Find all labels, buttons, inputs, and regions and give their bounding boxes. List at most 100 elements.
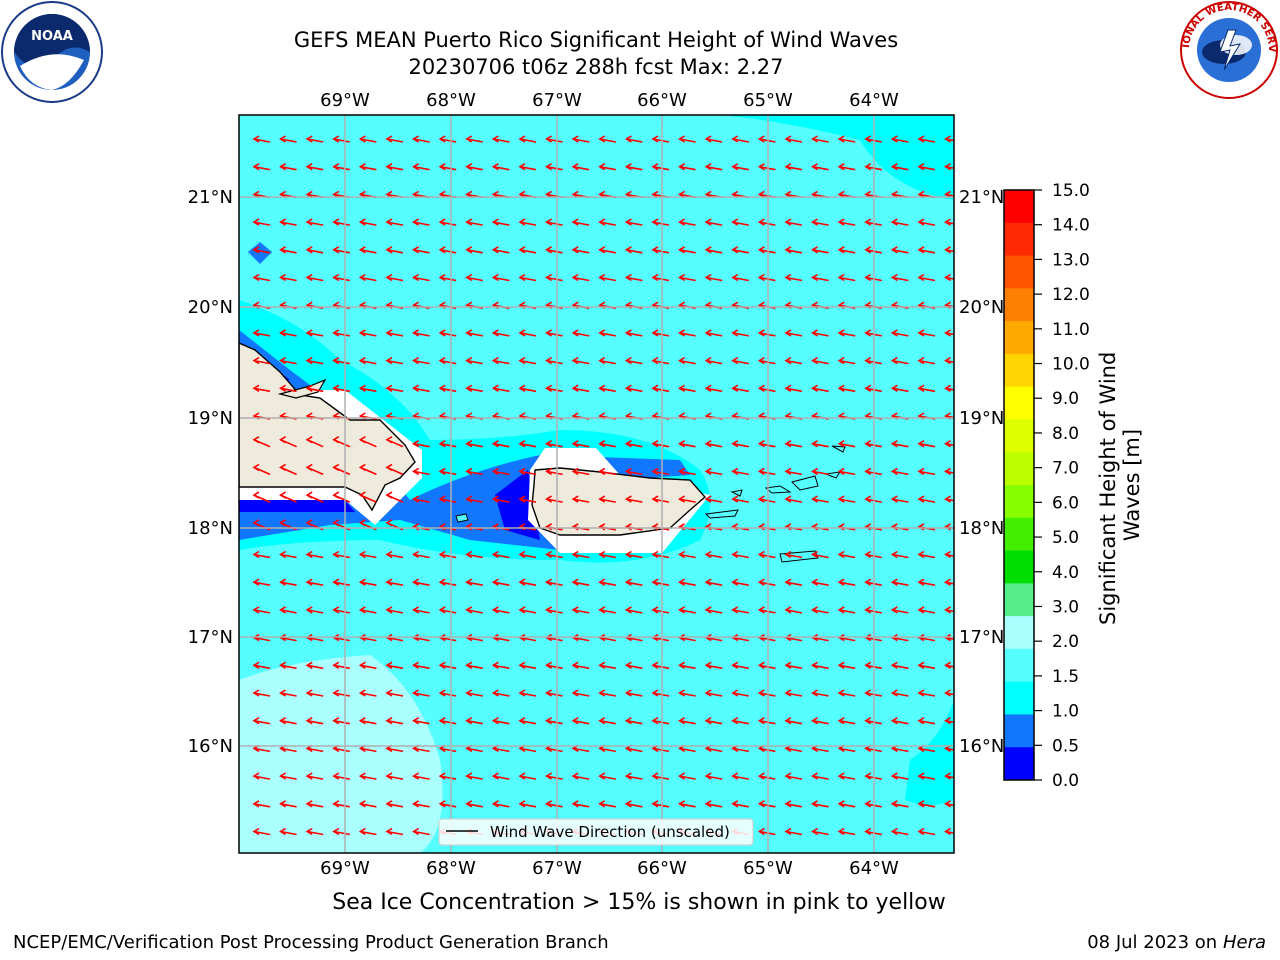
wave-arrow [598,163,616,171]
wave-arrow [704,661,723,670]
wave-arrow [571,356,590,365]
wave-arrow [465,246,483,254]
wave-arrow [731,329,749,337]
wave-arrow [784,384,803,393]
wave-arrow [465,329,483,337]
wave-arrow [651,246,670,254]
wave-arrow [332,436,351,448]
wave-arrow [704,550,723,559]
wave-arrow [704,163,723,171]
lat-label-left: 19°N [188,408,233,429]
wave-arrow [917,246,936,254]
colorbar-tick-label: 0.0 [1052,771,1079,791]
wave-arrow [332,163,350,171]
wave-arrow [571,661,590,670]
lon-label-top: 64°W [849,90,899,111]
calm-zone-se [905,700,954,805]
wave-arrow [491,689,510,697]
wave-arrow [545,661,563,670]
lon-label-top: 69°W [320,90,370,111]
wave-arrow [518,218,537,226]
wave-arrow [438,246,457,254]
wave-arrow [279,827,297,836]
wave-arrow [385,717,404,725]
lon-label-top: 68°W [426,90,476,111]
wave-arrow [598,329,616,337]
wave-arrow [385,436,404,448]
wave-arrow [491,246,510,254]
wave-arrow [412,550,430,559]
lat-labels-left: 21°N 20°N 19°N 18°N 17°N 16°N [188,187,233,757]
lon-label-bottom: 67°W [532,858,582,879]
wave-arrow [438,661,457,670]
wave-arrow [465,218,483,226]
wave-arrow [332,772,350,780]
colorbar-segment [1004,583,1034,617]
wave-arrow [890,163,909,171]
wave-arrow [305,463,324,476]
lon-label-top: 66°W [637,90,687,111]
wave-arrow [917,689,936,697]
wave-arrow [624,717,643,725]
wave-arrow [279,135,297,143]
wave-arrow [412,495,430,503]
wave-arrow [438,163,457,171]
wave-arrow [784,800,803,808]
wave-arrow [678,440,696,448]
wave-arrow [917,218,936,226]
wave-arrow [704,384,723,393]
wave-arrow [624,578,643,586]
lat-label-left: 17°N [188,627,233,648]
wave-arrow [571,800,590,808]
wave-arrow [438,218,457,226]
wave-arrow [890,772,909,780]
wave-arrow [784,246,803,254]
wave-arrow [412,717,430,725]
host-name: Hera [1222,932,1266,953]
wave-arrow [598,800,616,808]
wave-arrow [385,329,404,337]
wave-arrow [651,661,670,670]
wave-arrow [811,606,829,614]
wave-arrow [252,689,271,697]
wave-arrow [252,384,271,393]
wave-arrow [784,135,803,143]
wave-arrow [598,689,616,697]
colorbar-segment [1004,321,1034,355]
wave-arrow [305,356,324,365]
date-text: 08 Jul 2023 on [1087,932,1223,953]
wave-arrow [917,356,936,365]
wave-arrow [305,772,324,780]
wave-arrow [731,772,749,780]
wave-arrow [465,606,483,614]
wave-arrow [784,772,803,780]
noaa-logo-icon: NOAA [1,1,103,103]
wave-arrow [332,606,350,614]
colorbar-segment [1004,616,1034,650]
wave-arrow [491,772,510,780]
wave-arrow [412,800,430,808]
wave-arrow [624,467,643,476]
wave-arrow [438,273,457,282]
wave-arrow [358,163,377,171]
wave-arrow [465,163,483,171]
wave-arrow [731,273,749,282]
wave-arrow [518,246,537,254]
lon-label-bottom: 64°W [849,858,899,879]
wave-arrow [491,578,510,586]
wave-arrow [890,827,909,836]
wave-arrow [332,578,350,586]
wave-arrow [545,606,563,614]
wave-arrow [731,163,749,171]
wave-arrow [305,135,324,143]
wave-arrow [731,495,749,503]
wave-arrow [305,717,324,725]
wave-arrow [252,273,271,282]
wave-arrow [332,135,350,143]
colorbar-tick-label: 7.0 [1052,459,1079,479]
wave-arrow [358,772,377,780]
wave-arrow [279,606,297,614]
wave-arrow [279,463,297,476]
wave-arrow [438,135,457,143]
